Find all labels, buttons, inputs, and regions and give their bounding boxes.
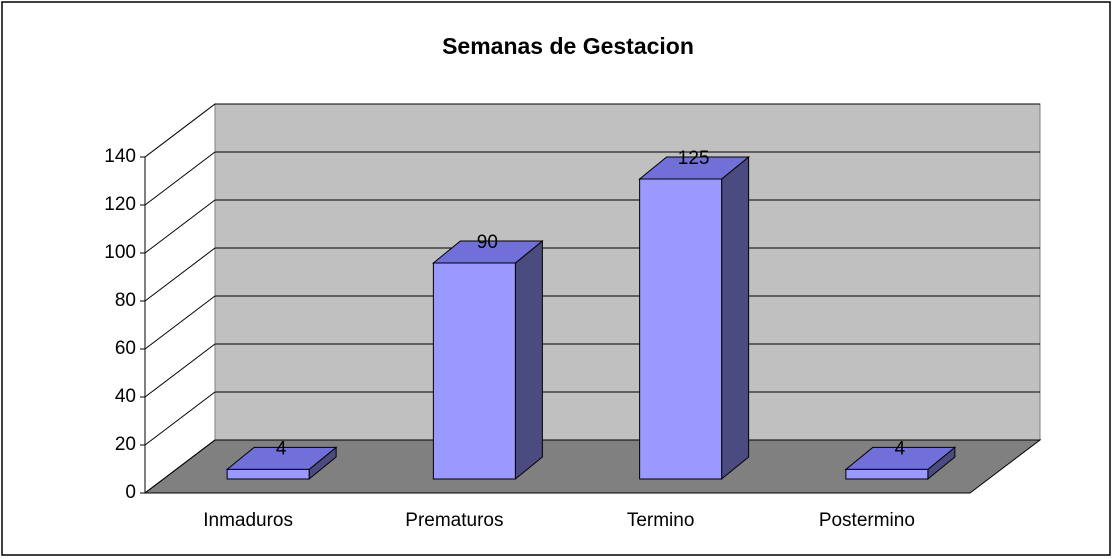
y-tick-label: 40 [115,386,136,407]
x-tick-label: Inmaduros [203,510,293,531]
bar [226,468,310,480]
bar [845,468,929,480]
data-label: 125 [678,148,710,169]
y-tick-label: 120 [104,194,136,215]
bar-side [721,155,750,481]
grid-line [144,391,216,446]
grid-line [144,151,216,206]
data-label: 4 [895,438,906,459]
y-tick-label: 80 [115,290,136,311]
back-wall [214,103,1041,441]
grid-line [144,343,216,398]
data-label: 90 [477,232,498,253]
y-tick-label: 140 [104,146,136,167]
side-wall [144,102,216,495]
y-tick-label: 100 [104,242,136,263]
grid-line [144,247,216,302]
y-tick-label: 60 [115,338,136,359]
bar [432,262,516,480]
y-tick-label: 0 [125,482,136,503]
x-tick-label: Postermino [819,510,915,531]
bar [639,178,723,480]
x-tick-label: Termino [627,510,695,531]
y-tick-label: 20 [115,434,136,455]
grid-line [144,103,216,158]
grid-line [144,295,216,350]
bar-side [514,239,543,481]
chart-title: Semanas de Gestacion [442,33,694,59]
grid-line [144,439,216,494]
grid-line [144,199,216,254]
data-label: 4 [276,438,287,459]
x-tick-label: Prematuros [405,510,503,531]
